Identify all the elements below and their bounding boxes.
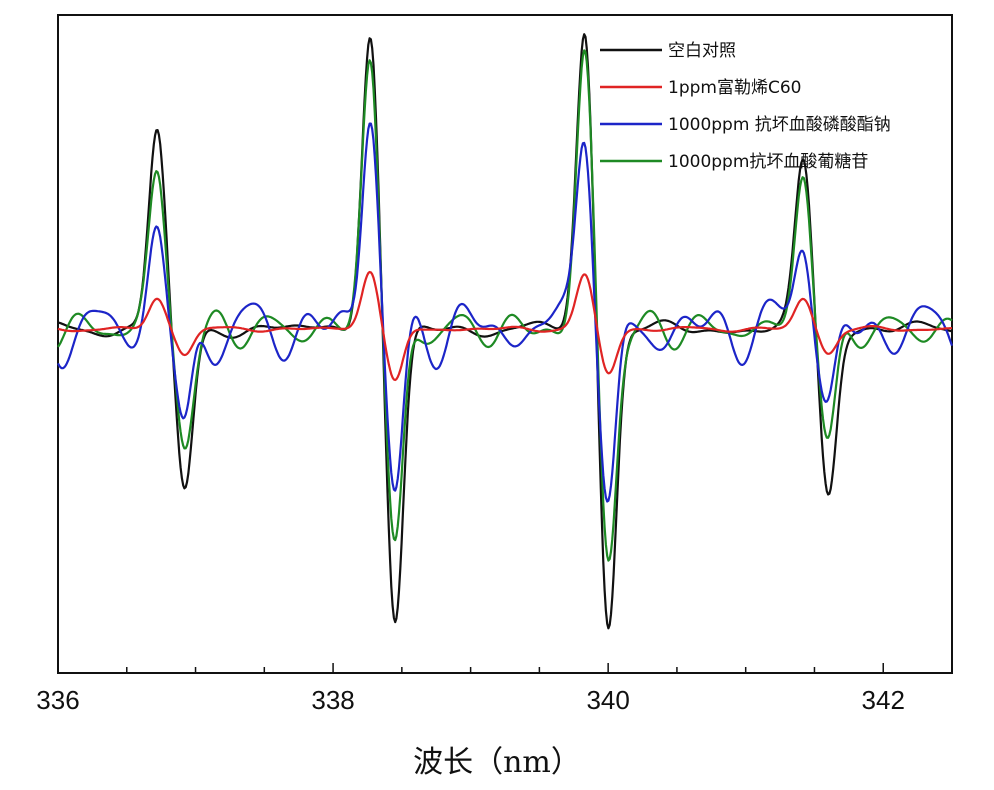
series-lines (57, 33, 954, 630)
x-axis-title: 波长（nm） (413, 745, 581, 780)
x-axis-ticks: 336 338 340 342 (36, 663, 953, 715)
legend-label: 1000ppm 抗坏血酸磷酸酯钠 (668, 115, 891, 135)
x-tick-label: 338 (311, 685, 354, 715)
series-line (57, 270, 953, 382)
series-line (57, 33, 953, 630)
series-line (57, 49, 953, 562)
legend-label: 空白对照 (668, 41, 736, 61)
x-tick-label: 342 (862, 685, 905, 715)
legend-label: 1ppm富勒烯C60 (668, 78, 801, 98)
x-tick-label: 336 (36, 685, 79, 715)
series-line (57, 122, 954, 503)
legend: 空白对照 1ppm富勒烯C60 1000ppm 抗坏血酸磷酸酯钠 1000ppm抗坏血… (600, 41, 891, 172)
x-tick-label: 340 (586, 685, 629, 715)
legend-label: 1000ppm抗坏血酸葡糖苷 (668, 152, 868, 172)
